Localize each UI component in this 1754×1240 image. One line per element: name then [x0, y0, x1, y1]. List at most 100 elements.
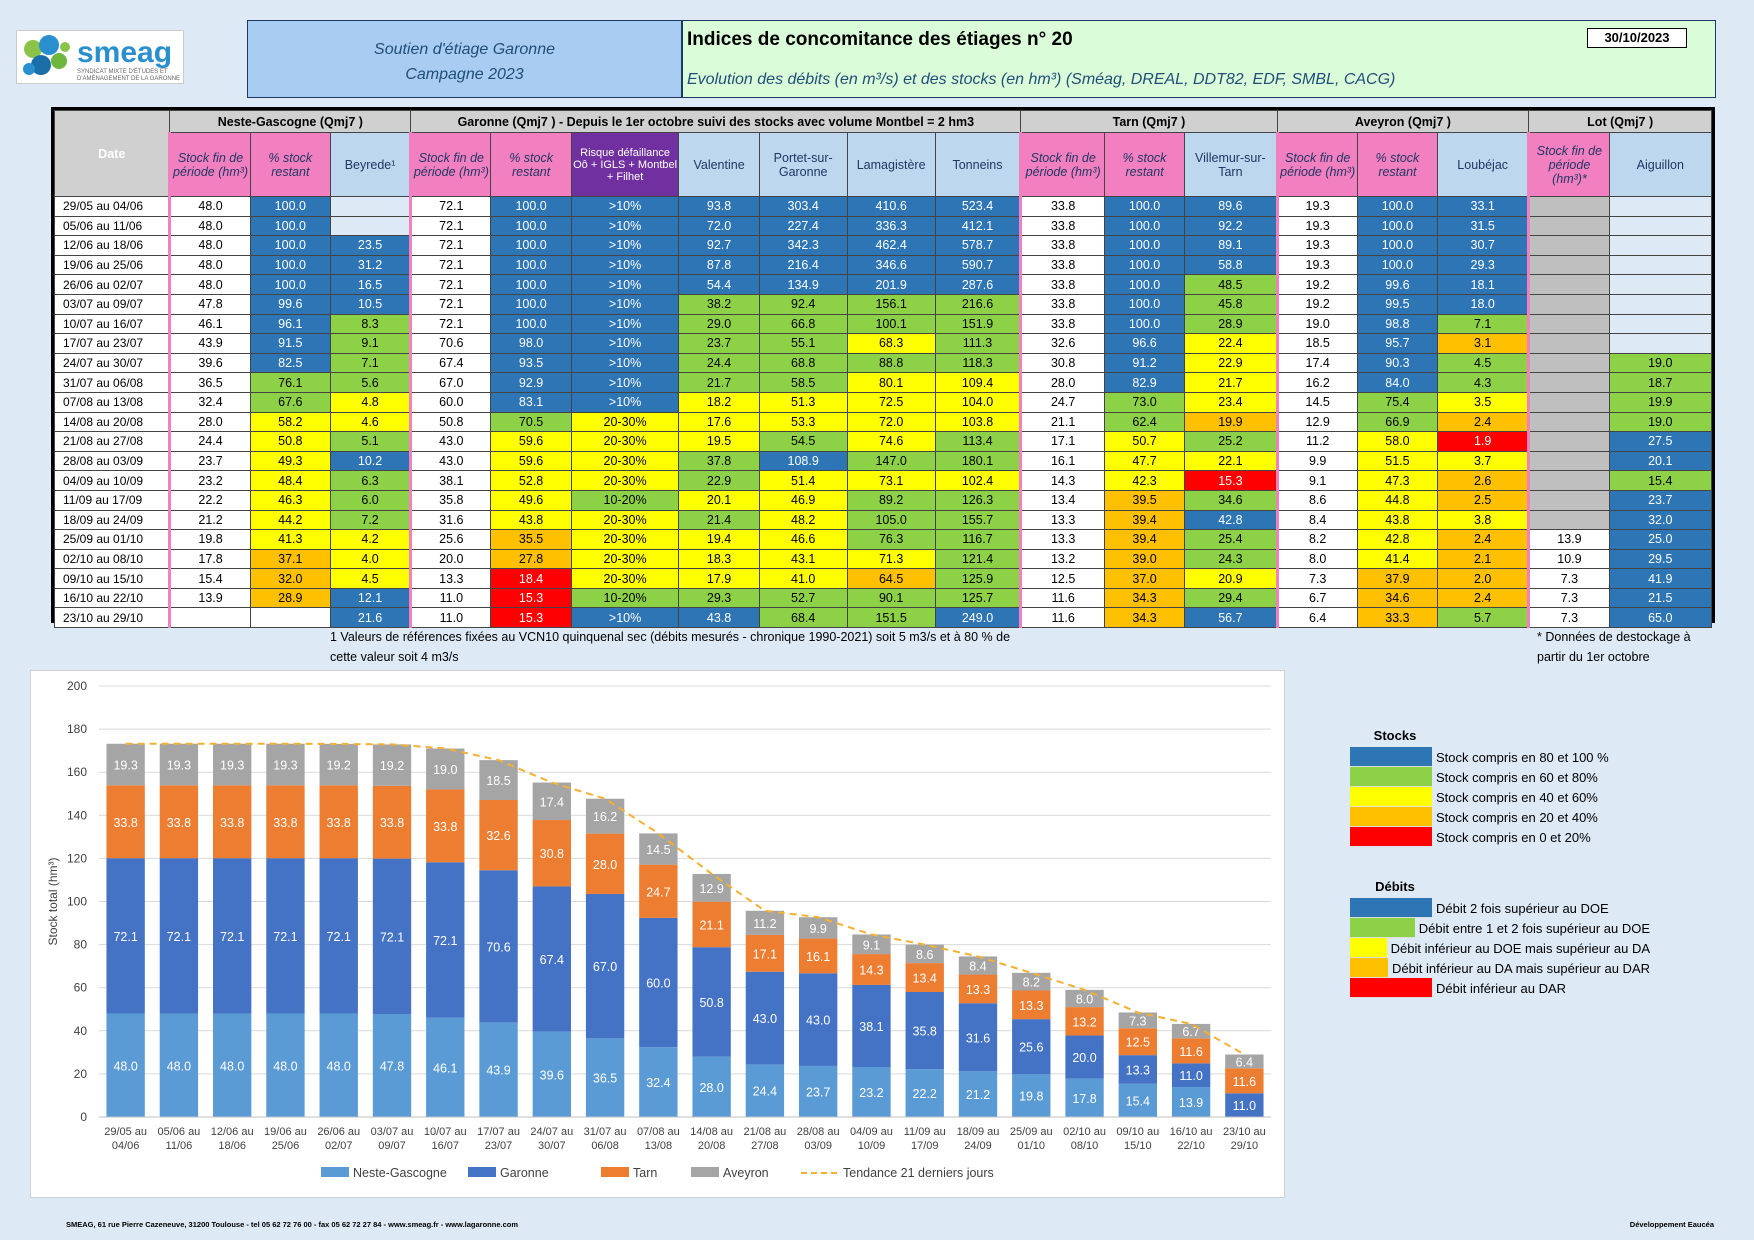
table-cell: 100.0 — [490, 235, 572, 256]
row-date: 03/07 au 09/07 — [53, 293, 171, 315]
row-date: 07/08 au 13/08 — [53, 391, 171, 413]
bar-value-label: 72.1 — [167, 930, 191, 944]
table-cell: 48.0 — [168, 254, 251, 276]
table-cell: 60.0 — [409, 391, 492, 413]
table-cell: 45.8 — [1184, 293, 1278, 315]
table-cell: 17.1 — [1019, 431, 1105, 452]
x-tick-label: 30/07 — [538, 1140, 566, 1152]
table-cell: 72.1 — [409, 313, 492, 335]
table-cell: 83.1 — [490, 391, 572, 413]
table-cell: 8.4 — [1275, 509, 1358, 531]
table-cell: 53.3 — [758, 411, 848, 433]
row-date: 04/09 au 10/09 — [53, 470, 171, 491]
table-cell: 578.7 — [934, 235, 1022, 256]
table-cell: 6.0 — [329, 489, 412, 511]
table-cell: 46.6 — [758, 529, 848, 550]
x-tick-label: 27/08 — [751, 1140, 779, 1152]
table-cell: 227.4 — [758, 215, 848, 237]
table-cell — [168, 607, 251, 629]
bar-value-label: 8.2 — [1023, 976, 1040, 990]
bar-segment — [1118, 1055, 1157, 1084]
table-cell: 17.4 — [1275, 352, 1358, 374]
table-row: 04/09 au 10/09 23.2 48.4 6.3 38.1 52.8 20-30% 2… — [53, 470, 1713, 491]
table-cell: 10.5 — [329, 293, 412, 315]
table-cell: 92.9 — [490, 372, 572, 393]
row-date: 11/09 au 17/09 — [53, 489, 171, 511]
row-date: 19/06 au 25/06 — [53, 254, 171, 276]
bar-segment — [479, 799, 518, 871]
table-cell: >10% — [570, 254, 680, 276]
table-cell — [1527, 333, 1610, 354]
table-cell: 100.0 — [490, 313, 572, 335]
table-cell: 16.2 — [1275, 372, 1358, 393]
report-header: Indices de concomitance des étiages n° 2… — [682, 20, 1716, 98]
table-cell: 13.4 — [1019, 489, 1105, 511]
table-cell: 96.6 — [1103, 333, 1186, 354]
bar-value-label: 19.2 — [327, 759, 351, 773]
bar-value-label: 32.4 — [646, 1076, 670, 1090]
table-cell: 42.3 — [1103, 470, 1186, 491]
bar-segment — [266, 858, 305, 1014]
x-tick-label: 25/06 — [272, 1140, 300, 1152]
table-cell: 24.4 — [678, 352, 760, 374]
table-cell: 100.0 — [1356, 235, 1439, 256]
table-cell: 22.9 — [678, 470, 760, 491]
bar-value-label: 46.1 — [433, 1061, 457, 1075]
bar-segment — [639, 1047, 678, 1117]
bar-segment — [213, 743, 252, 786]
group-header-2: Tarn (Qmj7 ) — [1020, 110, 1278, 133]
bar-segment — [958, 1071, 998, 1117]
bar-value-label: 33.8 — [380, 816, 404, 830]
legend-label: Débit inférieur au DAR — [1436, 980, 1567, 996]
table-cell: 2.4 — [1437, 529, 1530, 550]
table-cell: 11.0 — [409, 607, 492, 629]
table-cell: 134.9 — [758, 274, 848, 295]
legend-swatch — [691, 1167, 719, 1177]
table-cell: 13.3 — [409, 568, 492, 589]
table-cell: 7.3 — [1275, 568, 1358, 589]
bar-value-label: 19.3 — [273, 759, 297, 773]
table-cell: 100.0 — [490, 196, 572, 217]
row-date: 29/05 au 04/06 — [53, 196, 171, 217]
table-cell: 27.8 — [490, 548, 572, 570]
bar-segment — [585, 833, 625, 894]
legend-label: Tendance 21 derniers jours — [843, 1166, 994, 1180]
bar-segment — [532, 886, 571, 1032]
table-cell: 15.3 — [1184, 470, 1278, 491]
table-cell: 58.5 — [758, 372, 848, 393]
table-cell: 43.9 — [168, 333, 251, 354]
x-tick-label: 04/06 — [112, 1140, 140, 1152]
table-cell: 34.6 — [1356, 587, 1439, 609]
column-header-6: Valentine — [678, 132, 760, 197]
bar-value-label: 33.8 — [220, 816, 244, 830]
table-cell: 48.2 — [758, 509, 848, 531]
table-cell: 41.4 — [1356, 548, 1439, 570]
legend-label: Débit inférieur au DA mais supérieur au … — [1392, 960, 1650, 976]
bar-value-label: 11.0 — [1179, 1069, 1202, 1083]
table-cell: 28.9 — [1184, 313, 1278, 335]
table-cell: 25.2 — [1184, 431, 1278, 452]
bar-segment — [1012, 1019, 1051, 1075]
table-cell: 7.2 — [329, 509, 412, 531]
table-cell — [1527, 509, 1610, 531]
bar-value-label: 8.4 — [969, 960, 986, 974]
table-cell: 4.8 — [329, 391, 412, 413]
table-cell: 27.5 — [1608, 431, 1713, 452]
bar-value-label: 48.0 — [327, 1059, 351, 1073]
table-row: 28/08 au 03/09 23.7 49.3 10.2 43.0 59.6 20-30%… — [53, 450, 1713, 472]
table-cell: 99.6 — [1356, 274, 1439, 295]
legend-swatch — [1350, 978, 1432, 998]
table-cell: 19.9 — [1608, 391, 1713, 413]
table-row: 31/07 au 06/08 36.5 76.1 5.6 67.0 92.9 >10% 21.… — [53, 372, 1713, 393]
row-date: 02/10 au 08/10 — [53, 548, 171, 570]
table-cell: 7.3 — [1527, 568, 1610, 589]
legend-swatch — [1350, 898, 1432, 918]
legend-item: Stock compris en 20 et 40% — [1350, 807, 1650, 827]
legend-swatch — [1350, 938, 1387, 958]
table-cell: 113.4 — [934, 431, 1022, 452]
legend-swatch — [1350, 958, 1389, 978]
table-cell: 100.1 — [846, 313, 936, 335]
table-cell: 28.0 — [168, 411, 251, 433]
table-row: 05/06 au 11/06 48.0 100.0 72.1 100.0 >10% 72.0… — [53, 215, 1713, 237]
table-cell: >10% — [570, 607, 680, 629]
